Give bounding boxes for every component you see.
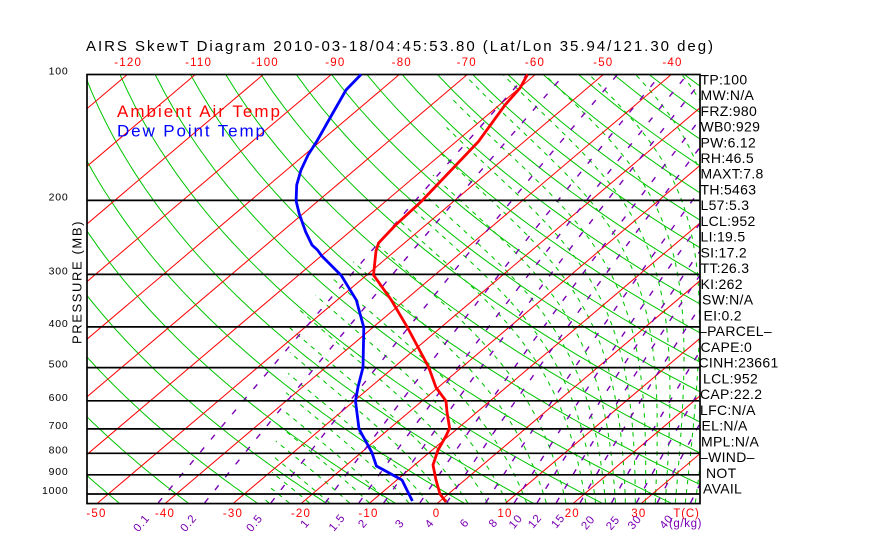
svg-text:-30: -30 <box>223 508 243 520</box>
svg-text:TT:26.3: TT:26.3 <box>701 260 750 276</box>
svg-text:-60: -60 <box>525 57 545 69</box>
svg-text:PW:6.12: PW:6.12 <box>701 134 757 150</box>
svg-text:-70: -70 <box>457 57 477 69</box>
svg-text:CAP:22.2: CAP:22.2 <box>700 386 762 402</box>
svg-text:CAPE:0: CAPE:0 <box>701 339 753 355</box>
svg-text:MPL:N/A: MPL:N/A <box>701 433 759 449</box>
svg-text:–WIND–: –WIND– <box>700 449 755 465</box>
svg-text:300: 300 <box>49 265 69 277</box>
svg-text:-40: -40 <box>155 508 175 520</box>
svg-text:LCL:952: LCL:952 <box>703 370 758 386</box>
svg-text:-40: -40 <box>662 57 682 69</box>
svg-text:L57:5.3: L57:5.3 <box>701 197 750 213</box>
svg-text:-120: -120 <box>114 57 142 69</box>
svg-text:SI:17.2: SI:17.2 <box>701 244 747 260</box>
svg-text:-20: -20 <box>291 508 311 520</box>
svg-text:-80: -80 <box>392 57 412 69</box>
svg-text:800: 800 <box>49 444 69 456</box>
svg-text:MAXT:7.8: MAXT:7.8 <box>701 166 764 182</box>
svg-text:–PARCEL–: –PARCEL– <box>699 323 772 339</box>
svg-text:-50: -50 <box>593 57 613 69</box>
svg-text:FRZ:980: FRZ:980 <box>701 103 758 119</box>
svg-text:TP:100: TP:100 <box>701 71 748 87</box>
svg-text:900: 900 <box>49 466 69 478</box>
svg-text:10: 10 <box>497 508 512 520</box>
svg-text:MW:N/A: MW:N/A <box>701 87 755 103</box>
svg-text:LFC:N/A: LFC:N/A <box>700 402 756 418</box>
svg-text:AVAIL: AVAIL <box>703 481 742 497</box>
svg-text:-90: -90 <box>325 57 345 69</box>
svg-text:20: 20 <box>565 508 580 520</box>
svg-text:30: 30 <box>631 508 646 520</box>
svg-text:-50: -50 <box>86 508 106 520</box>
svg-text:KI:262: KI:262 <box>701 276 743 292</box>
svg-text:Dew Point Temp: Dew Point Temp <box>117 122 265 141</box>
svg-text:100: 100 <box>49 66 69 78</box>
svg-text:SW:N/A: SW:N/A <box>702 292 754 308</box>
svg-text:EI:0.2: EI:0.2 <box>704 307 742 323</box>
svg-text:-100: -100 <box>251 57 279 69</box>
svg-text:AIRS SkewT Diagram 2010-03-18/: AIRS SkewT Diagram 2010-03-18/04:45:53.8… <box>86 38 713 55</box>
svg-text:400: 400 <box>49 318 69 330</box>
svg-text:LI:19.5: LI:19.5 <box>701 229 746 245</box>
svg-text:-10: -10 <box>358 508 378 520</box>
svg-text:EL:N/A: EL:N/A <box>702 418 749 434</box>
svg-text:(g/kg): (g/kg) <box>669 518 702 530</box>
svg-text:700: 700 <box>49 420 69 432</box>
svg-text:T(C): T(C) <box>673 508 699 520</box>
svg-text:600: 600 <box>49 392 69 404</box>
svg-text:PRESSURE (MB): PRESSURE (MB) <box>70 220 85 344</box>
svg-text:CINH:23661: CINH:23661 <box>699 355 779 371</box>
svg-text:200: 200 <box>49 191 69 203</box>
svg-text:500: 500 <box>49 359 69 371</box>
svg-text:1000: 1000 <box>42 485 69 497</box>
svg-text:LCL:952: LCL:952 <box>701 213 756 229</box>
svg-text:WB0:929: WB0:929 <box>701 119 761 135</box>
svg-text:0: 0 <box>433 508 441 520</box>
svg-text:-110: -110 <box>185 57 212 69</box>
svg-text:Ambient Air Temp: Ambient Air Temp <box>117 102 280 121</box>
svg-text:TH:5463: TH:5463 <box>701 182 757 198</box>
svg-text:NOT: NOT <box>706 465 737 481</box>
svg-text:RH:46.5: RH:46.5 <box>701 150 754 166</box>
